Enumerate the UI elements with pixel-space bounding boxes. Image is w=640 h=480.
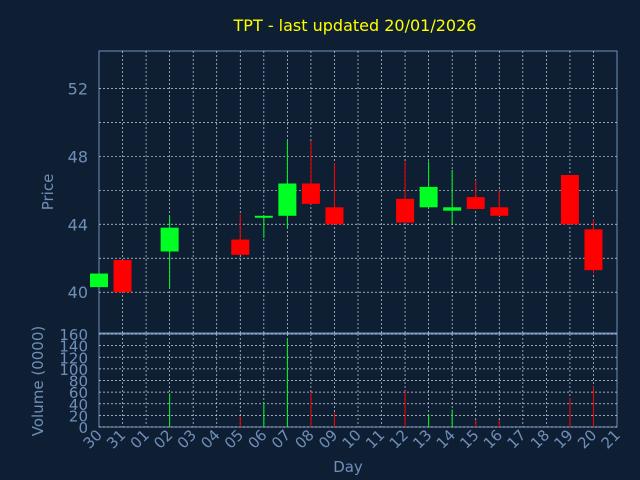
x-tick-label: 14: [433, 426, 459, 452]
volume-tick-label: 80: [69, 373, 88, 391]
x-tick-label: 06: [244, 426, 270, 452]
candle-body-up: [254, 215, 273, 218]
x-tick-label: 13: [409, 426, 435, 452]
x-tick-label: 17: [503, 426, 529, 452]
volume-tick-label: 60: [69, 384, 88, 402]
candle-body-down: [584, 229, 603, 271]
candle-body-up: [419, 186, 438, 208]
x-tick-label: 21: [598, 426, 624, 452]
price-panel: 40 44 48 52: [68, 50, 618, 334]
x-tick-label: 12: [386, 426, 412, 452]
candle-body-up: [443, 207, 462, 211]
x-tick-label: 11: [362, 426, 388, 452]
x-tick-label: 05: [221, 426, 247, 452]
price-tick-label: 40: [68, 283, 88, 302]
x-tick-label: 07: [268, 426, 294, 452]
candle-body-up: [90, 273, 108, 288]
candle-body-down: [231, 239, 250, 255]
candle-body-down: [301, 183, 320, 204]
chart-title: TPT - last updated 20/01/2026: [233, 16, 477, 35]
x-tick-label: 18: [527, 426, 553, 452]
x-tick-label: 20: [574, 426, 600, 452]
candle-body-up: [278, 183, 297, 216]
x-tick-label: 01: [127, 426, 153, 452]
x-tick-label: 10: [339, 426, 365, 452]
x-tick-label: 31: [103, 426, 129, 452]
x-tick-label: 08: [292, 426, 318, 452]
candle-body-down: [325, 207, 344, 225]
price-tick-label: 52: [68, 79, 88, 98]
volume-tick-label: 120: [59, 349, 88, 367]
x-tick-label: 09: [315, 426, 341, 452]
x-tick-label: 02: [150, 426, 176, 452]
candle-body-down: [466, 197, 485, 209]
x-tick-label: 04: [197, 426, 223, 452]
candle-body-down: [490, 207, 509, 216]
candle-body-up: [160, 227, 179, 252]
volume-axis-label: Volume (0000): [29, 326, 47, 436]
price-tick-label: 48: [68, 147, 88, 166]
volume-tick-label: 100: [59, 361, 88, 379]
candle-body-down: [560, 175, 579, 225]
candle-body-down: [113, 259, 132, 293]
volume-tick-label: 160: [59, 326, 88, 344]
x-tick-label: 16: [480, 426, 506, 452]
volume-tick-label: 40: [69, 396, 88, 414]
x-tick-label: 15: [456, 426, 482, 452]
x-tick-label: 19: [551, 426, 577, 452]
x-axis: 3031010203040506070809101112131415161718…: [80, 426, 624, 452]
price-tick-label: 44: [68, 215, 88, 234]
volume-tick-label: 0: [78, 419, 88, 437]
candle-body-down: [396, 198, 415, 223]
price-axis-label: Price: [39, 174, 57, 211]
x-tick-label: 03: [174, 426, 200, 452]
x-axis-label: Day: [333, 458, 363, 476]
volume-tick-label: 20: [69, 407, 88, 425]
volume-tick-label: 140: [59, 338, 88, 356]
